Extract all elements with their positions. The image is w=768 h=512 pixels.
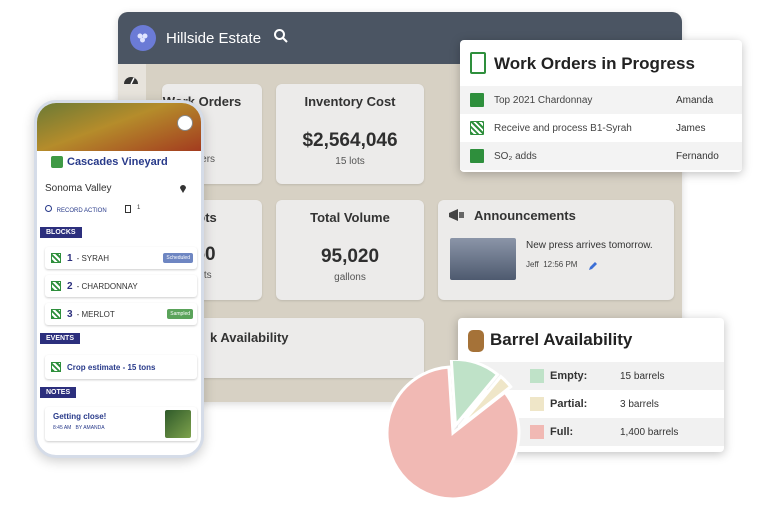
vineyard-name: Cascades Vineyard	[67, 156, 168, 168]
legend-value: 3 barrels	[620, 398, 659, 410]
task-name: Receive and process B1-Syrah	[494, 122, 632, 134]
assignee: Fernando	[676, 150, 719, 162]
legend-value: 1,400 barrels	[620, 426, 679, 438]
legend-swatch	[530, 397, 544, 411]
inventory-cost-card[interactable]: Inventory Cost $2,564,046 15 lots	[276, 84, 424, 184]
total-volume-card[interactable]: Total Volume 95,020 gallons	[276, 200, 424, 300]
record-action-row[interactable]: RECORD ACTION 1	[45, 205, 193, 214]
block-icon	[51, 309, 61, 319]
note-thumbnail	[165, 410, 191, 438]
pie-slice-empty	[449, 360, 500, 430]
card-value: $2,564,046	[302, 130, 398, 151]
record-action-button[interactable]: RECORD ACTION	[56, 208, 107, 214]
popup-title: Work Orders in Progress	[494, 54, 695, 73]
status-badge: Scheduled	[163, 253, 193, 263]
card-title: k Availability	[210, 330, 289, 345]
block-number: 1	[67, 252, 73, 264]
check-icon	[45, 205, 52, 212]
block-icon	[51, 281, 61, 291]
event-icon	[51, 362, 61, 372]
legend-swatch	[530, 369, 544, 383]
card-sub: ots	[198, 270, 212, 281]
section-notes: NOTES	[40, 387, 77, 398]
task-name: SO₂ adds	[494, 150, 537, 162]
legend-label: Empty:	[550, 370, 588, 382]
block-number: 2	[67, 280, 73, 292]
doc-count: 1	[137, 205, 141, 211]
note-title: Getting close!	[53, 412, 107, 421]
grape-logo-icon	[130, 25, 156, 51]
legend-swatch	[530, 425, 544, 439]
press-image	[450, 238, 516, 280]
event-text: Crop estimate - 15 tons	[67, 362, 156, 372]
block-item[interactable]: 3 - MERLOT Sampled	[45, 303, 197, 325]
megaphone-icon	[448, 208, 466, 227]
task-name: Top 2021 Chardonnay	[494, 94, 593, 106]
legend-label: Partial:	[550, 398, 588, 410]
clipboard-icon	[470, 52, 486, 74]
card-title: Announcements	[474, 208, 576, 223]
block-name: - MERLOT	[76, 309, 115, 319]
app-title: Hillside Estate	[166, 29, 262, 47]
section-blocks: BLOCKS	[40, 227, 82, 238]
barrel-icon	[468, 330, 484, 352]
document-icon[interactable]	[125, 205, 131, 213]
location-text: Sonoma Valley	[45, 183, 112, 194]
note-meta: 8:45 AM BY AMANDA	[53, 425, 105, 431]
location-row: Sonoma Valley	[45, 183, 193, 194]
vineyard-icon	[51, 156, 63, 168]
card-sub: 15 lots	[335, 156, 365, 167]
status-solid-icon	[470, 93, 484, 107]
assignee: Amanda	[676, 94, 714, 106]
search-icon[interactable]	[273, 28, 289, 49]
assignee: James	[676, 122, 706, 134]
pie-slice-full	[385, 365, 521, 501]
vineyard-name-bar: Cascades Vineyard	[45, 151, 195, 173]
legend-label: Full:	[550, 426, 574, 438]
card-sub: gallons	[334, 272, 366, 283]
block-icon	[51, 253, 61, 263]
work-order-row[interactable]: Top 2021 Chardonnay Amanda	[460, 86, 742, 114]
card-value: 95,020	[320, 246, 380, 267]
dashboard-gauge-icon[interactable]	[122, 72, 140, 86]
block-item[interactable]: 1 - SYRAH Scheduled	[45, 247, 197, 269]
pie-slice-partial	[457, 374, 513, 429]
card-title: Inventory Cost	[304, 94, 396, 109]
event-item[interactable]: Crop estimate - 15 tons	[45, 355, 197, 379]
section-events: EVENTS	[40, 333, 81, 344]
work-orders-popup: Work Orders in Progress Top 2021 Chardon…	[460, 40, 742, 172]
eye-icon[interactable]	[177, 115, 193, 131]
work-order-row[interactable]: SO₂ adds Fernando	[460, 142, 742, 170]
edit-pencil-icon[interactable]	[588, 258, 598, 276]
vineyard-banner-image	[37, 103, 201, 151]
card-title: Total Volume	[310, 210, 390, 225]
block-number: 3	[67, 308, 73, 320]
pin-icon[interactable]	[179, 183, 187, 196]
block-name: - CHARDONNAY	[76, 281, 138, 291]
announcement-text: New press arrives tomorrow.	[526, 240, 653, 251]
mobile-phone: Cascades Vineyard Sonoma Valley RECORD A…	[34, 100, 204, 458]
block-item[interactable]: 2 - CHARDONNAY	[45, 275, 197, 297]
legend-value: 15 barrels	[620, 370, 665, 382]
note-item[interactable]: Getting close! 8:45 AM BY AMANDA	[45, 407, 197, 441]
block-name: - SYRAH	[76, 253, 110, 263]
announcement-meta: Jeff 12:56 PM	[526, 260, 578, 269]
availability-card[interactable]: k Availability	[162, 318, 424, 378]
announcements-card[interactable]: Announcements New press arrives tomorrow…	[438, 200, 674, 300]
status-striped-icon	[470, 121, 484, 135]
barrel-row: Partial: 3 barrels	[458, 390, 724, 418]
popup-title: Barrel Availability	[490, 330, 633, 349]
barrel-pie-chart	[385, 360, 521, 501]
status-solid-icon	[470, 149, 484, 163]
work-order-row[interactable]: Receive and process B1-Syrah James	[460, 114, 742, 142]
status-badge: Sampled	[167, 309, 193, 319]
